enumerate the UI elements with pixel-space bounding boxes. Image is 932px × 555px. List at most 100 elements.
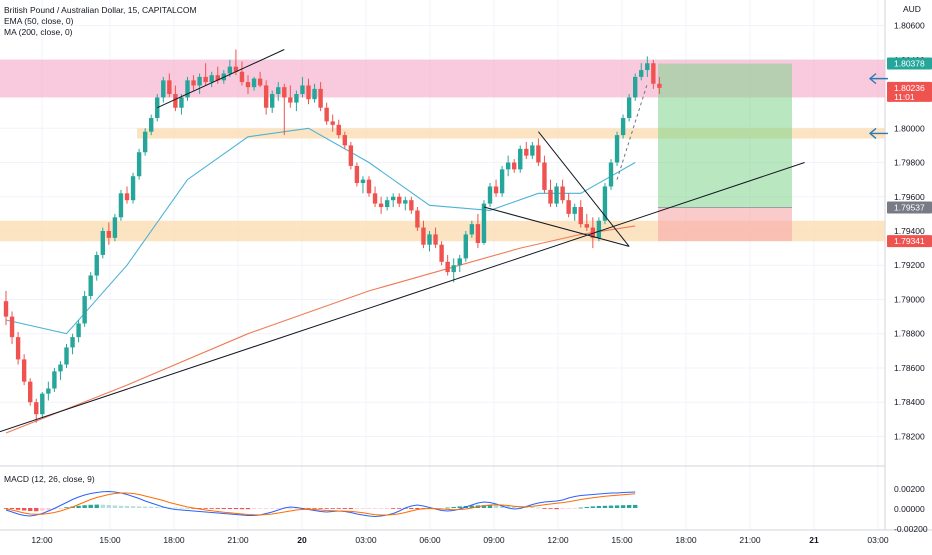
macd-histogram-bar [221, 508, 226, 509]
time-tick-label: 21:00 [227, 535, 249, 545]
macd-histogram-bar [542, 508, 547, 509]
time-tick-label: 15:00 [611, 535, 633, 545]
candle [155, 94, 160, 122]
candle-body [330, 121, 335, 125]
candle [493, 179, 499, 197]
macd-histogram-bar [94, 504, 99, 508]
arrow-head [868, 73, 877, 85]
candle-body [596, 220, 602, 238]
candle [40, 391, 45, 418]
price-label-text: 1.79537 [894, 203, 925, 213]
candle [360, 176, 366, 194]
candle [657, 76, 662, 95]
candle [276, 82, 281, 101]
ma-line [5, 225, 636, 434]
candle-body [142, 131, 148, 153]
macd-histogram-bar [46, 508, 51, 511]
candle-body [233, 66, 239, 72]
candle-body [481, 203, 487, 243]
candle-body [657, 83, 662, 88]
candle-body [391, 196, 396, 201]
candle-body [257, 78, 263, 86]
candle [415, 207, 420, 231]
candle [179, 94, 184, 115]
macd-histogram-bar [15, 508, 21, 510]
macd-histogram-bar [330, 508, 335, 509]
macd-legend: MACD (12, 26, close, 9) [4, 474, 95, 484]
macd-histogram-bar [233, 508, 239, 510]
macd-histogram-bar [493, 505, 499, 508]
candle-body [493, 186, 499, 194]
time-tick-label: 03:00 [355, 535, 377, 545]
candle [342, 131, 347, 149]
macd-histogram-bar [360, 508, 366, 509]
candle [15, 332, 21, 365]
candle [167, 73, 172, 98]
candle [560, 179, 565, 204]
candle [602, 183, 608, 225]
candle-body [106, 230, 112, 238]
candle-body [542, 162, 547, 190]
price-tick-label: 1.79600 [894, 192, 925, 202]
candle-body [215, 75, 220, 81]
candle-body [378, 203, 384, 208]
candle [403, 196, 408, 211]
macd-histogram-bar [439, 508, 444, 509]
candle-body [124, 193, 130, 201]
time-tick-label: 09:00 [483, 535, 505, 545]
candle [590, 217, 596, 249]
candle-body [512, 162, 517, 170]
long-position-tool [658, 63, 792, 242]
macd-histogram-bar [566, 508, 571, 509]
candle [633, 73, 638, 101]
price-tick-label: 1.79200 [894, 260, 925, 270]
macd-histogram-bar [336, 508, 341, 509]
price-tick-label: 1.78200 [894, 431, 925, 441]
candle [34, 398, 39, 423]
candle [457, 254, 462, 273]
candle [463, 230, 468, 262]
rising-trendline [0, 162, 805, 433]
macd-histogram-bar [179, 507, 184, 509]
candle [384, 196, 390, 211]
candle [46, 381, 51, 401]
candle [239, 61, 245, 86]
wedge-lower [483, 206, 630, 247]
candle [524, 141, 529, 160]
candle [197, 73, 202, 95]
candle [512, 159, 517, 173]
ema-legend: EMA (50, close, 0) [4, 16, 74, 26]
macd-histogram-bar [536, 507, 541, 509]
candle [499, 165, 505, 197]
candle-body [161, 80, 166, 98]
macd-histogram-bar [76, 505, 81, 508]
macd-histogram-bar [614, 505, 620, 508]
candle-body [560, 186, 565, 201]
candle [142, 128, 148, 156]
candle [124, 186, 130, 204]
moving-averages [5, 127, 636, 434]
candle-body [366, 179, 372, 194]
price-label-text: 1.79341 [894, 236, 925, 246]
candle-body [445, 261, 450, 273]
candle-body [263, 85, 269, 108]
candle [52, 367, 57, 392]
candle [245, 75, 251, 95]
candle-body [282, 87, 287, 98]
candle-body [312, 88, 317, 100]
stop-zone [658, 207, 792, 242]
price-label-box [887, 201, 932, 214]
candle [294, 90, 299, 112]
zone-arrows [868, 73, 888, 139]
candle-body [584, 224, 589, 228]
candle [548, 179, 553, 208]
chart-title: British Pound / Australian Dollar, 15, C… [4, 5, 197, 15]
candle-body [9, 316, 15, 338]
candle-body [499, 169, 505, 194]
candle [118, 189, 124, 221]
candle-body [197, 76, 202, 86]
candle [263, 80, 269, 115]
macd-histogram-bar [130, 506, 136, 508]
candle-body [239, 71, 245, 83]
macd-line [5, 490, 636, 518]
